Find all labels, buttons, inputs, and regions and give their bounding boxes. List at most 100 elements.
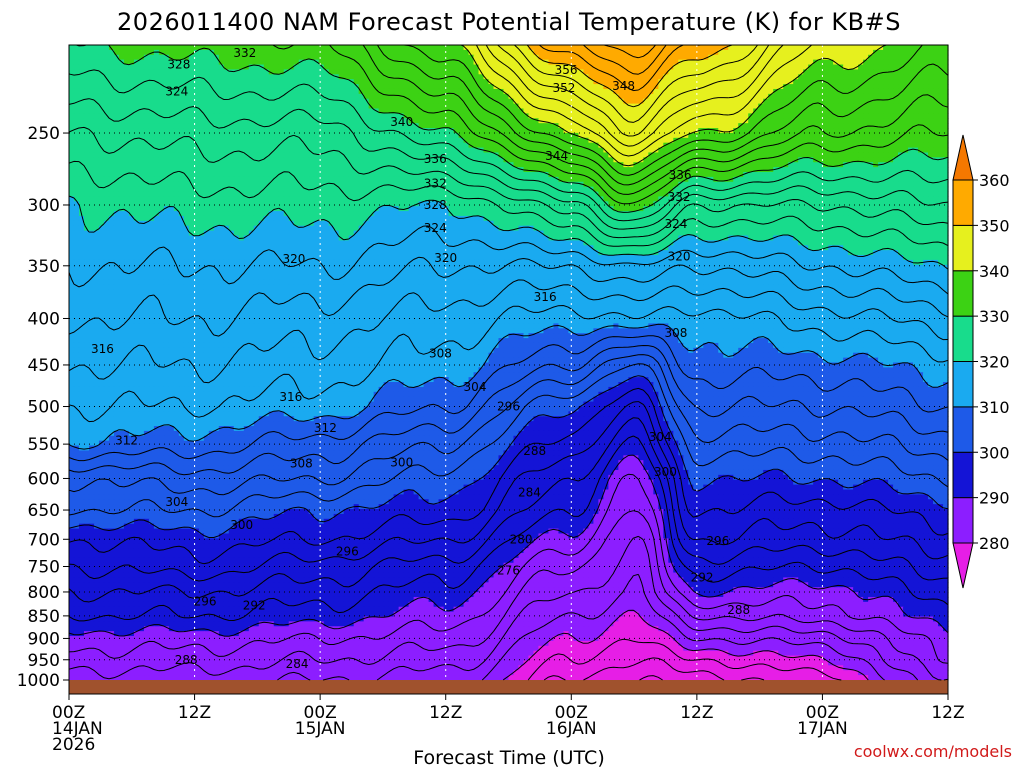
field-cell: [223, 113, 230, 119]
field-cell: [578, 98, 585, 105]
field-cell: [758, 74, 764, 80]
field-cell: [738, 142, 744, 149]
field-cell: [243, 181, 250, 188]
field-cell: [588, 172, 594, 178]
field-cell: [373, 98, 380, 105]
field-cell: [328, 88, 335, 95]
field-cell: [128, 181, 135, 188]
field-cell: [468, 98, 475, 105]
field-cell: [698, 74, 704, 80]
field-cell: [318, 147, 325, 154]
field-cell: [413, 108, 420, 114]
field-cell: [493, 128, 500, 134]
field-cell: [468, 93, 475, 100]
field-cell: [813, 118, 819, 124]
field-cell: [278, 142, 285, 149]
field-cell: [208, 167, 215, 173]
field-cell: [558, 128, 565, 134]
field-cell: [713, 123, 719, 129]
field-cell: [743, 128, 749, 134]
field-cell: [113, 167, 120, 173]
field-cell: [528, 103, 535, 110]
field-cell: [693, 113, 699, 119]
field-cell: [503, 118, 510, 124]
field-cell: [843, 118, 849, 124]
field-cell: [188, 74, 195, 80]
field-cell: [508, 142, 515, 149]
field-cell: [323, 49, 330, 56]
field-cell: [713, 167, 719, 173]
field-cell: [78, 84, 85, 90]
field-cell: [748, 167, 754, 173]
field-cell: [923, 147, 929, 154]
field-cell: [833, 147, 839, 154]
field-cell: [468, 147, 475, 154]
field-cell: [78, 162, 85, 168]
field-cell: [648, 147, 654, 154]
field-cell: [803, 152, 809, 158]
field-cell: [658, 172, 664, 178]
field-cell: [573, 123, 580, 129]
field-cell: [583, 123, 589, 129]
field-cell: [883, 84, 889, 90]
field-cell: [893, 98, 899, 105]
field-cell: [583, 93, 589, 100]
field-cell: [523, 93, 530, 100]
field-cell: [288, 93, 295, 100]
field-cell: [168, 128, 175, 134]
field-cell: [158, 142, 165, 149]
field-cell: [733, 74, 739, 80]
field-cell: [763, 103, 769, 110]
field-cell: [603, 167, 609, 173]
field-cell: [663, 167, 669, 173]
field-cell: [803, 84, 809, 90]
field-cell: [593, 162, 599, 168]
field-cell: [473, 157, 480, 163]
field-cell: [838, 176, 844, 183]
field-cell: [378, 88, 385, 95]
field-cell: [433, 147, 440, 154]
field-cell: [73, 69, 80, 75]
field-cell: [723, 108, 729, 114]
field-cell: [118, 172, 125, 178]
field-cell: [823, 54, 829, 61]
field-cell: [598, 152, 604, 158]
field-cell: [513, 49, 520, 56]
field-cell: [788, 108, 794, 114]
field-cell: [323, 167, 330, 173]
field-cell: [203, 93, 210, 100]
field-cell: [403, 113, 410, 119]
field-cell: [258, 84, 265, 90]
field-cell: [188, 84, 195, 90]
field-cell: [123, 98, 130, 105]
field-cell: [303, 69, 310, 75]
field-cell: [368, 98, 375, 105]
field-cell: [543, 93, 550, 100]
field-cell: [408, 113, 415, 119]
field-cell: [493, 64, 500, 71]
field-cell: [203, 98, 210, 105]
field-cell: [298, 74, 305, 80]
field-cell: [333, 137, 340, 144]
field-cell: [518, 59, 525, 66]
field-cell: [313, 103, 320, 110]
field-cell: [403, 176, 410, 183]
field-cell: [528, 93, 535, 100]
field-cell: [693, 142, 699, 149]
field-cell: [118, 64, 125, 71]
field-cell: [143, 132, 150, 139]
field-cell: [333, 69, 340, 75]
field-cell: [123, 132, 130, 139]
field-cell: [873, 64, 879, 71]
field-cell: [373, 49, 380, 56]
field-cell: [918, 98, 924, 105]
field-cell: [883, 152, 889, 158]
field-cell: [838, 157, 844, 163]
field-cell: [703, 123, 709, 129]
field-cell: [98, 45, 105, 51]
field-cell: [668, 54, 674, 61]
field-cell: [288, 84, 295, 90]
field-cell: [688, 69, 694, 75]
field-cell: [113, 172, 120, 178]
field-cell: [783, 49, 789, 56]
